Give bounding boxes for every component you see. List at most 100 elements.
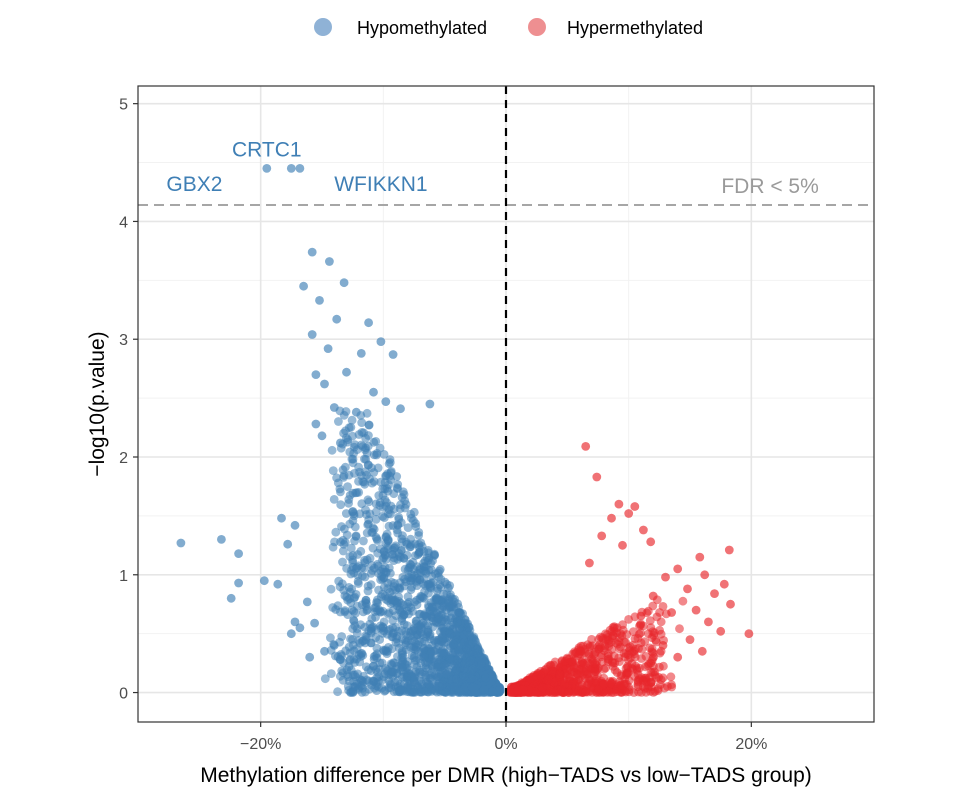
hypomethylated-point (365, 509, 375, 519)
hypomethylated-point (342, 367, 351, 377)
hypomethylated-point (403, 523, 413, 532)
hypermethylated-point (673, 564, 683, 574)
hypomethylated-point (217, 535, 226, 544)
hypermethylated-point (513, 686, 522, 695)
hypomethylated-point (329, 641, 339, 650)
hypomethylated-point (369, 387, 378, 397)
hypomethylated-point (396, 608, 406, 617)
hypermethylated-point (630, 502, 640, 511)
hypomethylated-point (433, 612, 443, 622)
hypomethylated-point (354, 462, 363, 472)
hypomethylated-point (458, 634, 468, 644)
hypomethylated-point (336, 438, 345, 448)
hypomethylated-point (353, 570, 363, 580)
hypomethylated-point (396, 404, 405, 414)
hypomethylated-point (477, 658, 486, 668)
hypermethylated-point (555, 670, 564, 679)
fdr-threshold-label: FDR < 5% (721, 175, 818, 198)
y-tick-label: 1 (119, 568, 128, 585)
hypomethylated-point (273, 579, 283, 589)
hypomethylated-point (311, 419, 321, 429)
hypomethylated-point (376, 477, 386, 487)
hypomethylated-point (376, 575, 385, 585)
hypermethylated-point (557, 677, 567, 687)
hypermethylated-point (636, 638, 646, 648)
hypomethylated-point (452, 618, 462, 627)
x-tick-label: −20% (240, 736, 281, 753)
hypomethylated-point (406, 542, 415, 551)
hypermethylated-point (604, 687, 614, 697)
hypermethylated-point (636, 619, 645, 629)
hypomethylated-point (352, 488, 362, 497)
hypomethylated-point (352, 644, 362, 654)
hypermethylated-point (697, 646, 707, 656)
hypomethylated-point (413, 550, 423, 559)
hypomethylated-point (427, 602, 437, 612)
hypermethylated-point (683, 584, 692, 594)
hypermethylated-point (610, 658, 620, 668)
hypermethylated-point (661, 572, 670, 582)
hypermethylated-point (675, 624, 684, 634)
hypomethylated-point (423, 625, 433, 635)
legend-hypermethylated-swatch (528, 18, 546, 36)
hypermethylated-point (691, 605, 701, 615)
hypomethylated-point (290, 520, 300, 530)
hypomethylated-point (346, 543, 356, 553)
hypomethylated-point (343, 672, 353, 682)
hypomethylated-point (347, 415, 357, 425)
hypomethylated-point (357, 499, 367, 509)
hypomethylated-point (403, 636, 413, 646)
hypomethylated-point (444, 583, 453, 593)
hypomethylated-point (350, 440, 360, 449)
y-tick-label: 4 (119, 214, 128, 231)
hypermethylated-point (531, 687, 540, 697)
hypermethylated-point (655, 625, 664, 635)
hypomethylated-point (388, 632, 398, 642)
hypomethylated-point (338, 546, 348, 556)
hypomethylated-point (372, 448, 382, 458)
hypomethylated-point (363, 586, 373, 596)
hypermethylated-point (639, 525, 648, 535)
hypomethylated-point (342, 592, 352, 602)
hypomethylated-point (326, 669, 336, 678)
hypomethylated-point (454, 647, 464, 657)
hypomethylated-point (371, 515, 381, 524)
hypomethylated-point (409, 651, 419, 661)
hypermethylated-point (663, 682, 672, 691)
hypomethylated-point (451, 667, 461, 676)
hypomethylated-point (176, 538, 186, 548)
hypomethylated-point (364, 497, 374, 507)
hypermethylated-point (601, 663, 610, 673)
hypomethylated-point (388, 350, 398, 359)
hypomethylated-point (427, 668, 436, 678)
hypermethylated-point (658, 641, 668, 650)
hypermethylated-point (547, 666, 557, 676)
hypomethylated-point (344, 498, 353, 508)
hypomethylated-point (435, 566, 444, 576)
y-axis-title: −log10(p.value) (86, 331, 109, 476)
hypomethylated-point (369, 661, 379, 671)
hypermethylated-point (614, 637, 624, 647)
hypermethylated-point (597, 531, 607, 541)
hypomethylated-point (352, 654, 362, 664)
hypomethylated-point (290, 617, 300, 627)
hypomethylated-point (299, 281, 308, 291)
hypomethylated-point (393, 676, 403, 685)
hypomethylated-point (442, 628, 452, 638)
hypomethylated-point (488, 687, 498, 697)
hypomethylated-point (383, 609, 393, 619)
hypermethylated-point (624, 615, 633, 624)
gene-label-gbx2: GBX2 (166, 173, 222, 196)
y-tick-label: 0 (119, 686, 128, 703)
hypermethylated-point (704, 617, 713, 627)
hypomethylated-point (332, 473, 341, 483)
hypomethylated-point (408, 606, 417, 616)
y-tick-label: 3 (119, 332, 128, 349)
hypomethylated-point (383, 626, 393, 636)
hypomethylated-point (317, 431, 327, 441)
hypermethylated-point (719, 579, 729, 589)
hypomethylated-point (367, 566, 377, 575)
hypermethylated-point (700, 570, 710, 580)
hypermethylated-point (614, 499, 624, 509)
